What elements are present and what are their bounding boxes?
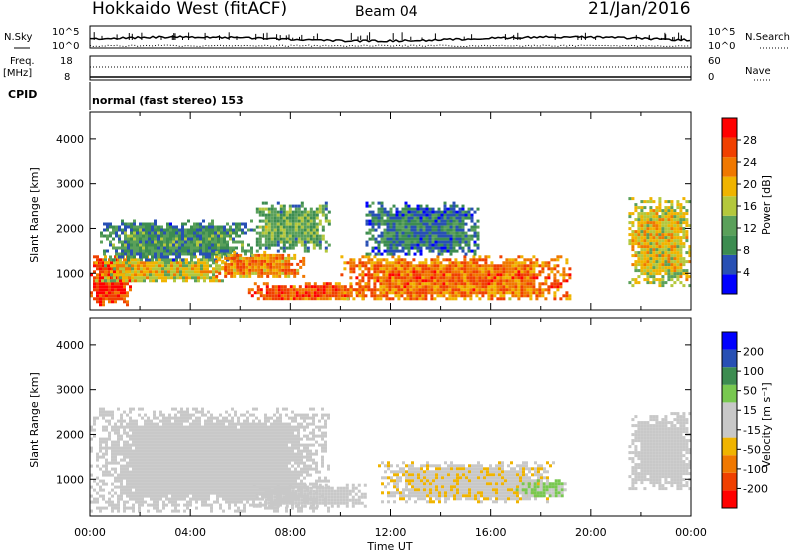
power-colorbar-segment-8 [722, 118, 737, 138]
velocity-colorbar-tick-2: -50 [743, 443, 761, 456]
power-colorbar-tick-6: 28 [743, 134, 757, 147]
velocity-colorbar-tick-3: -15 [743, 424, 761, 437]
nsearch-trace [89, 44, 691, 48]
nave-tick-top: 60 [708, 56, 721, 67]
power-blob-2 [100, 219, 253, 262]
power-colorbar-tick-4: 20 [743, 178, 757, 191]
velocity-colorbar-tick-5: 50 [743, 385, 757, 398]
velocity-ytick-1: 2000 [56, 428, 84, 441]
power-ytick-0: 1000 [56, 267, 84, 280]
nave-label: Nave [745, 66, 771, 77]
freq-panel [89, 55, 692, 81]
noise-spikes [93, 32, 682, 40]
power-ylabel: Slant Range [km] [28, 167, 41, 263]
noise-right-tick-bottom: 10^0 [708, 41, 735, 52]
power-colorbar-segment-7 [722, 137, 737, 158]
power-data [90, 197, 692, 307]
velocity-colorbar-tick-7: 200 [743, 346, 764, 359]
noise-panel [89, 25, 692, 49]
power-blob-5 [247, 282, 368, 301]
velocity-axes: 1000 2000 3000 4000 [56, 318, 692, 516]
power-colorbar-segment-0 [722, 274, 737, 294]
velocity-colorbar: -200 -100 -50 -15 15 50 100 200 [721, 331, 768, 509]
power-blob-8 [628, 197, 692, 288]
cpid-text: normal (fast stereo) 153 [92, 94, 244, 107]
freq-tick-top: 18 [60, 56, 73, 67]
time-tick-6: 00:00 [675, 526, 707, 539]
power-colorbar-segment-2 [722, 235, 737, 255]
velocity-colorbar-segment-3 [722, 437, 737, 456]
power-colorbar-tick-5: 24 [743, 156, 757, 169]
velocity-colorbar-segment-0 [722, 490, 737, 508]
velocity-colorbar-frame [721, 331, 738, 509]
velocity-blob-2 [378, 461, 555, 504]
velocity-blob-1 [252, 483, 367, 508]
velocity-blob-0 [90, 407, 330, 513]
time-tick-2: 08:00 [274, 526, 306, 539]
power-colorbar-tick-2: 12 [743, 222, 757, 235]
power-blob-6 [340, 255, 572, 301]
nave-tick-bottom: 0 [708, 72, 714, 83]
velocity-ylabel: Slant Range [km] [28, 372, 41, 468]
power-blob-7 [365, 201, 480, 256]
velocity-colorbar-segment-1 [722, 472, 737, 491]
nsky-trace [90, 35, 691, 43]
velocity-colorbar-segment-5 [722, 402, 737, 420]
power-colorbar-segment-3 [722, 215, 737, 236]
power-ytick-2: 3000 [56, 178, 84, 191]
power-colorbar-tick-0: 4 [743, 266, 750, 279]
noise-left-tick-bottom: 10^0 [52, 41, 79, 52]
freq-tick-bottom: 8 [64, 72, 70, 83]
power-ytick-1: 2000 [56, 222, 84, 235]
velocity-colorbar-label: Velocity [m s⁻¹] [760, 382, 773, 467]
time-axis-label: Time UT [366, 540, 412, 553]
nsky-label: N.Sky [4, 32, 32, 43]
time-axis-ticks: 00:00 04:00 08:00 12:00 16:00 20:00 00:00 [74, 526, 707, 539]
nsearch-label: N.Search [745, 32, 790, 43]
velocity-colorbar-tick-6: 100 [743, 365, 764, 378]
power-colorbar-label: Power [dB] [760, 175, 773, 235]
freq-unit: [MHz] [3, 68, 32, 79]
cpid-label: CPID [8, 88, 37, 101]
velocity-data [90, 407, 692, 513]
date-title: 21/Jan/2016 [588, 0, 691, 19]
velocity-colorbar-segment-7 [722, 367, 737, 385]
power-colorbar-segment-4 [722, 196, 737, 216]
noise-right-tick-top: 10^5 [708, 27, 735, 38]
power-ytick-3: 4000 [56, 133, 84, 146]
velocity-colorbar-segment-4 [722, 420, 737, 438]
power-blob-3 [215, 250, 306, 278]
velocity-ytick-3: 4000 [56, 339, 84, 352]
velocity-ytick-2: 3000 [56, 384, 84, 397]
power-colorbar: 4 8 12 16 20 24 28 [721, 117, 757, 295]
power-blob-4 [252, 201, 331, 253]
power-colorbar-segment-1 [722, 254, 737, 275]
velocity-colorbar-tick-0: -200 [743, 482, 768, 495]
station-title: Hokkaido West (fitACF) [92, 0, 287, 19]
time-tick-1: 04:00 [174, 526, 206, 539]
power-colorbar-tick-3: 16 [743, 200, 757, 213]
beam-title: Beam 04 [355, 4, 418, 20]
velocity-colorbar-segment-8 [722, 349, 737, 368]
velocity-colorbar-tick-1: -100 [743, 463, 768, 476]
time-tick-0: 00:00 [74, 526, 106, 539]
power-colorbar-segment-6 [722, 157, 737, 177]
freq-label: Freq. [10, 56, 35, 67]
velocity-colorbar-segment-2 [722, 455, 737, 473]
velocity-ytick-0: 1000 [56, 473, 84, 486]
velocity-blob-3 [515, 479, 567, 498]
time-tick-4: 16:00 [475, 526, 507, 539]
time-tick-3: 12:00 [375, 526, 407, 539]
power-colorbar-tick-1: 8 [743, 244, 750, 257]
velocity-colorbar-segment-6 [722, 384, 737, 403]
velocity-colorbar-segment-9 [722, 332, 737, 350]
velocity-blob-4 [628, 412, 692, 491]
power-colorbar-segment-5 [722, 176, 737, 197]
noise-left-tick-top: 10^5 [52, 27, 79, 38]
power-axes: 1000 2000 3000 4000 [56, 112, 692, 310]
time-tick-5: 20:00 [575, 526, 607, 539]
velocity-colorbar-tick-4: 15 [743, 404, 757, 417]
